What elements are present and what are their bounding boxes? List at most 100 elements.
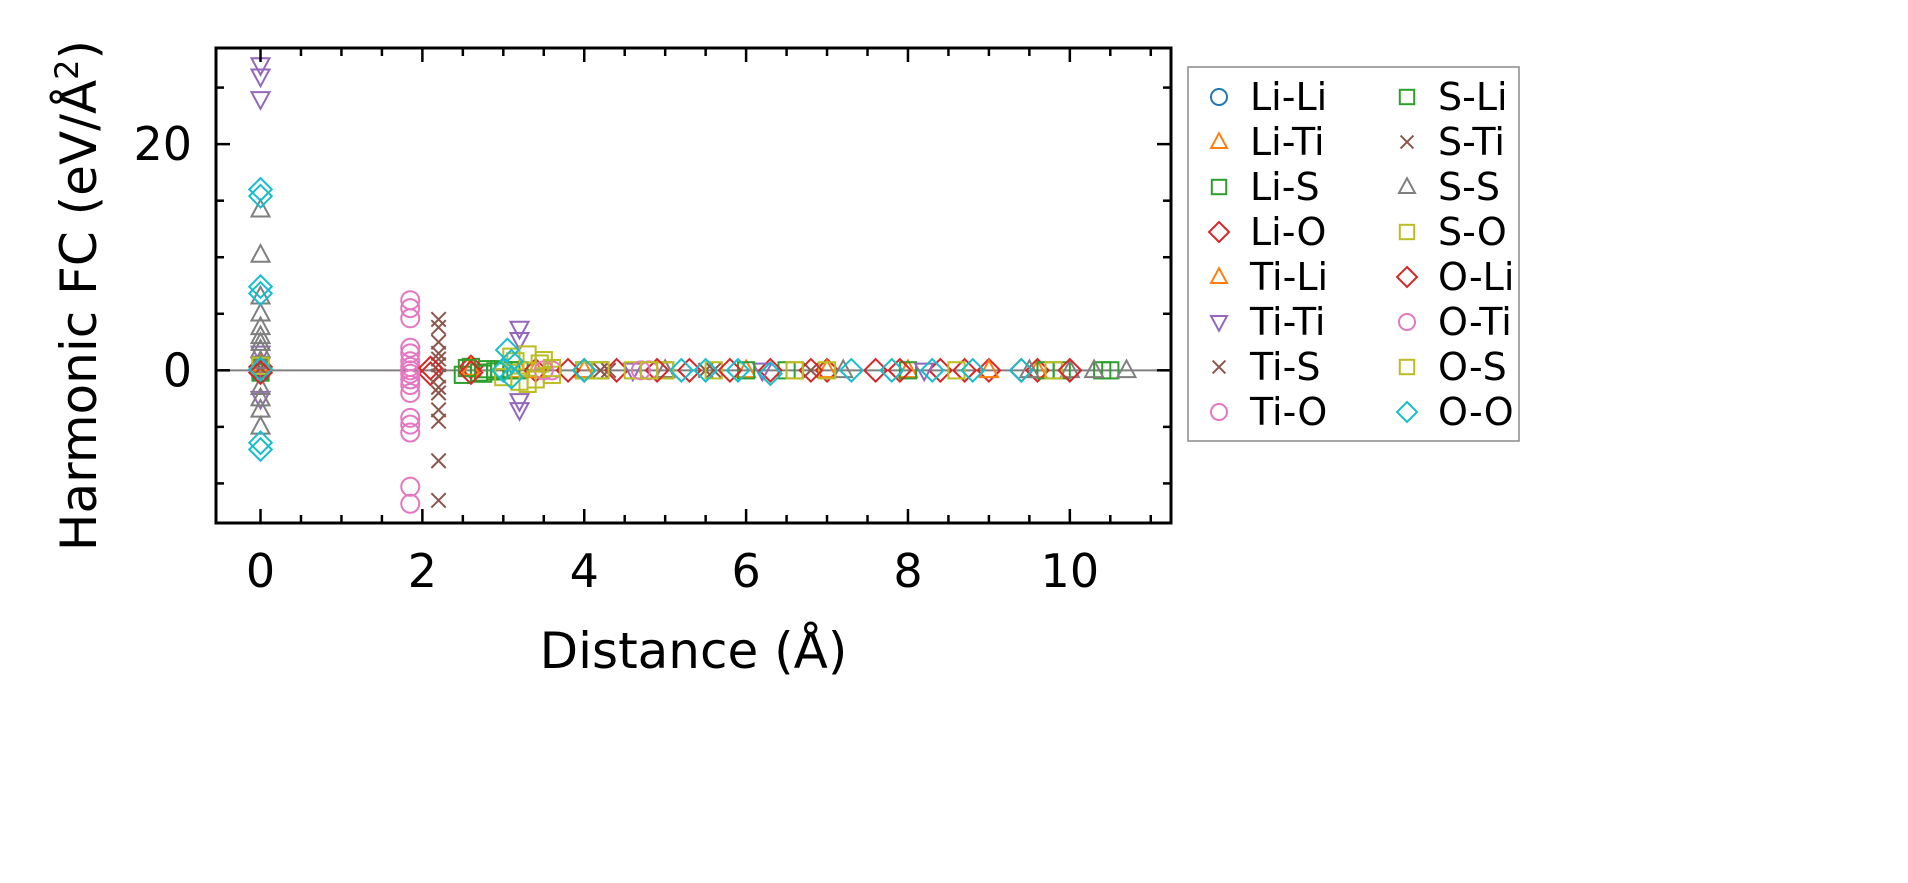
data-point-li-s (898, 361, 918, 380)
legend-marker (1398, 223, 1416, 241)
data-point-s-s (1083, 358, 1105, 379)
y-tick-label: 20 (133, 117, 192, 171)
y-axis-title: Harmonic FC (eV/Å2) (48, 40, 108, 551)
data-point-o-s (591, 361, 610, 380)
data-point-ti-o (400, 375, 421, 396)
legend-marker (1210, 178, 1228, 196)
data-point-li-o (458, 354, 484, 380)
data-point-s-s (249, 375, 272, 396)
data-point-o-o (919, 357, 945, 383)
data-point-s-o (1044, 361, 1063, 380)
legend-entry: Li-O (1207, 210, 1326, 254)
data-point-o-o (247, 356, 274, 382)
legend-label: Li-Ti (1250, 120, 1325, 164)
legend-label: Li-Li (1250, 75, 1327, 119)
data-point-li-o (757, 357, 784, 383)
x-axis-ticks: 0 2 4 6 8 10 (246, 48, 1153, 598)
series-ti-ti (249, 57, 935, 422)
legend-label: O-O (1438, 390, 1514, 434)
legend-marker (1399, 134, 1415, 150)
legend-entry: S-Ti (1399, 120, 1505, 164)
legend-label: Li-O (1250, 210, 1326, 254)
legend-label: O-Li (1438, 255, 1514, 299)
legend-entry: Ti-Ti (1209, 300, 1325, 344)
data-point-o-o (498, 364, 525, 390)
data-point-ti-o (400, 343, 421, 364)
data-point-o-o (490, 357, 516, 383)
data-point-ti-s (430, 413, 447, 430)
data-point-s-li (737, 361, 756, 380)
legend-entry: O-Ti (1398, 300, 1512, 344)
data-point-ti-o (400, 407, 421, 428)
data-point-o-li (1057, 357, 1083, 383)
x-tick-label: 10 (1041, 544, 1100, 598)
data-point-ti-ti (751, 362, 773, 383)
data-point-s-ti (592, 362, 609, 379)
data-point-ti-s (430, 368, 447, 384)
data-point-o-o (247, 176, 274, 203)
series-o-o (247, 176, 1034, 463)
y-axis-title-superscript: 2 (48, 59, 86, 79)
data-point-li-o (417, 361, 444, 387)
y-axis-ticks: 0 20 (133, 86, 1171, 485)
legend-label: Ti-Li (1249, 255, 1328, 299)
data-point-li-ti (573, 358, 595, 379)
data-point-s-s (1018, 358, 1041, 379)
data-point-s-s (1059, 358, 1081, 379)
data-point-o-s (530, 354, 549, 373)
data-point-ti-o (400, 476, 421, 497)
data-point-o-o (494, 337, 521, 363)
data-point-ti-ti (249, 345, 272, 366)
legend-entry: Ti-O (1210, 390, 1327, 434)
data-point-s-s (249, 386, 272, 407)
legend-entry: O-S (1398, 345, 1507, 389)
legend-marker (1398, 358, 1416, 376)
x-tick-label: 6 (731, 544, 760, 598)
data-point-ti-ti (249, 91, 272, 111)
legend-label: S-Li (1438, 75, 1508, 119)
data-point-ti-o (400, 414, 421, 435)
data-point-o-s (947, 361, 966, 380)
legend-marker (1398, 313, 1416, 331)
data-point-ti-o (400, 422, 421, 443)
data-point-s-s (249, 301, 272, 322)
data-point-o-li (717, 357, 743, 383)
legend-marker (1395, 400, 1419, 424)
data-point-ti-s (430, 311, 447, 328)
x-tick-label: 0 (246, 544, 275, 598)
data-point-o-li (417, 355, 444, 381)
legend-marker (1209, 315, 1229, 333)
legend-label: Ti-Ti (1249, 300, 1325, 344)
data-point-o-o (247, 183, 274, 209)
series-s-s (249, 197, 1138, 435)
legend-marker (1397, 176, 1417, 194)
legend-entry: Ti-Li (1209, 255, 1328, 299)
y-tick-label: 0 (163, 343, 192, 397)
data-point-o-o (838, 357, 864, 383)
data-point-o-o (960, 357, 986, 383)
data-point-ti-s (430, 492, 447, 509)
legend-marker (1210, 88, 1228, 106)
data-point-o-o (247, 280, 274, 307)
plot-area-frame (214, 46, 1173, 525)
y-axis-title-close: ) (50, 40, 108, 60)
legend-marker (1398, 88, 1416, 106)
legend-label: Ti-S (1249, 345, 1320, 389)
data-point-ti-s (430, 334, 447, 350)
legend-label: Ti-O (1249, 390, 1327, 434)
data-point-ti-ti (622, 362, 644, 383)
data-point-ti-o (400, 290, 421, 311)
data-point-ti-ti (249, 68, 272, 89)
data-point-ti-s (430, 452, 447, 469)
data-point-ti-ti (249, 390, 272, 411)
data-point-li-ti (735, 358, 757, 379)
data-point-ti-o (400, 493, 421, 514)
data-point-o-o (571, 357, 597, 383)
legend-frame (1187, 66, 1520, 442)
data-point-s-s (249, 324, 272, 345)
data-point-o-li (887, 357, 913, 383)
data-point-s-o (817, 361, 837, 380)
data-point-ti-ti (508, 402, 531, 422)
data-point-o-o (247, 430, 274, 456)
